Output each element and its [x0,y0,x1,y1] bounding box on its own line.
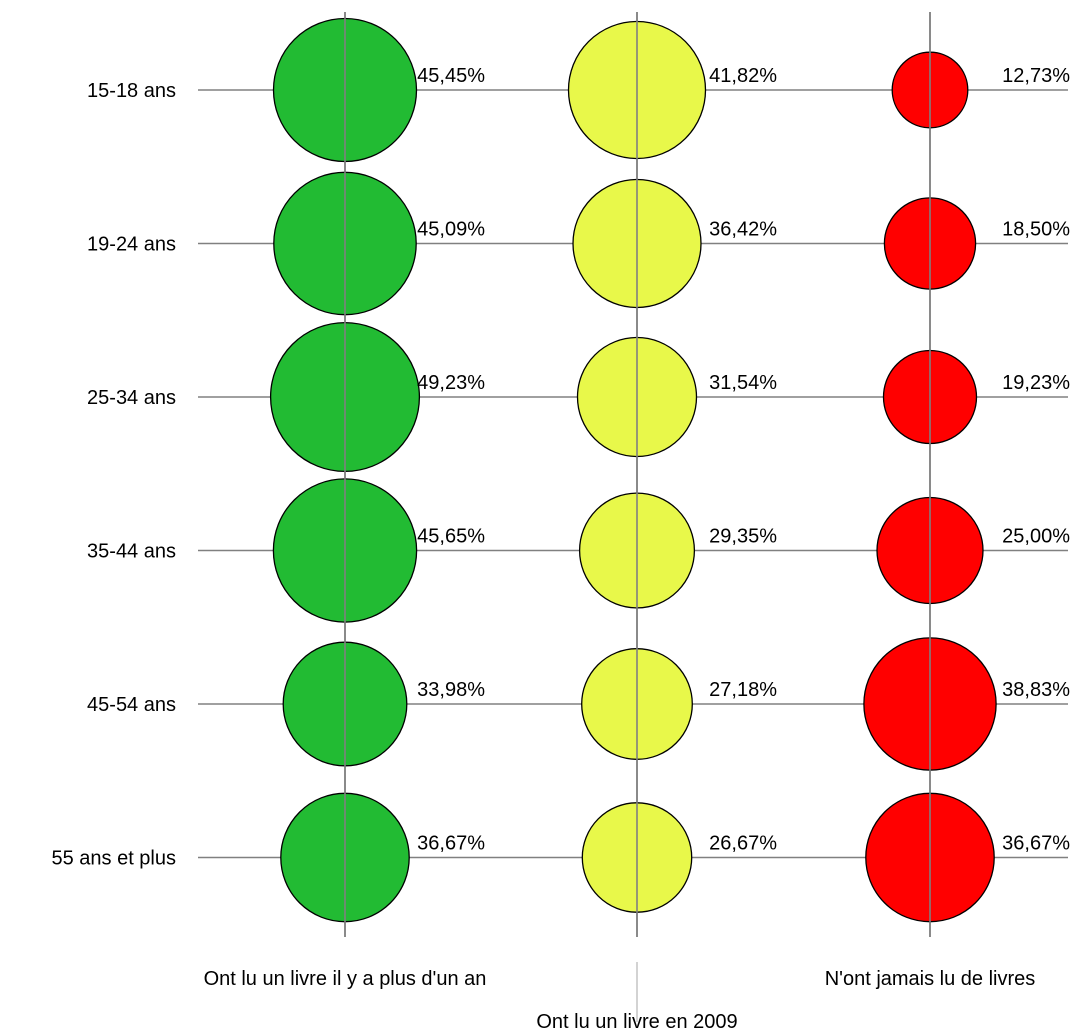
data-label: 41,82% [709,65,777,87]
data-label: 29,35% [709,526,777,548]
data-label: 36,67% [1002,833,1070,855]
data-label: 45,09% [417,219,485,241]
row-label: 25-34 ans [87,387,176,409]
data-label: 36,67% [417,833,485,855]
column-label: N'ont jamais lu de livres [825,968,1036,990]
data-label: 25,00% [1002,526,1070,548]
row-label: 15-18 ans [87,80,176,102]
row-label: 45-54 ans [87,694,176,716]
data-label: 12,73% [1002,65,1070,87]
data-label: 49,23% [417,372,485,394]
data-label: 31,54% [709,372,777,394]
data-label: 27,18% [709,679,777,701]
data-label: 45,65% [417,526,485,548]
column-label: Ont lu un livre en 2009 [536,1011,737,1033]
data-label: 36,42% [709,219,777,241]
bubbles [269,12,997,937]
data-label: 45,45% [417,65,485,87]
row-label: 19-24 ans [87,234,176,256]
data-label: 33,98% [417,679,485,701]
data-label: 26,67% [709,833,777,855]
data-label: 18,50% [1002,219,1070,241]
data-labels: 45,45% 45,09% 49,23% 45,65% 33,98% 36,67% 41,8… [417,65,1070,855]
column-label: Ont lu un livre il y a plus d'un an [204,968,487,990]
row-label: 55 ans et plus [51,848,176,870]
data-label: 38,83% [1002,679,1070,701]
data-label: 19,23% [1002,372,1070,394]
axis-labels: 15-18 ans 19-24 ans 25-34 ans 35-44 ans 45-5… [51,80,1035,1033]
row-label: 35-44 ans [87,541,176,563]
